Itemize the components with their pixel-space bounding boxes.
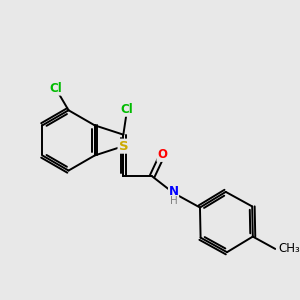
Text: Cl: Cl	[49, 82, 62, 95]
Text: S: S	[118, 140, 128, 153]
Text: CH₃: CH₃	[278, 242, 300, 255]
Text: H: H	[170, 196, 177, 206]
Text: O: O	[158, 148, 167, 161]
Text: N: N	[169, 184, 178, 198]
Text: Cl: Cl	[121, 103, 134, 116]
